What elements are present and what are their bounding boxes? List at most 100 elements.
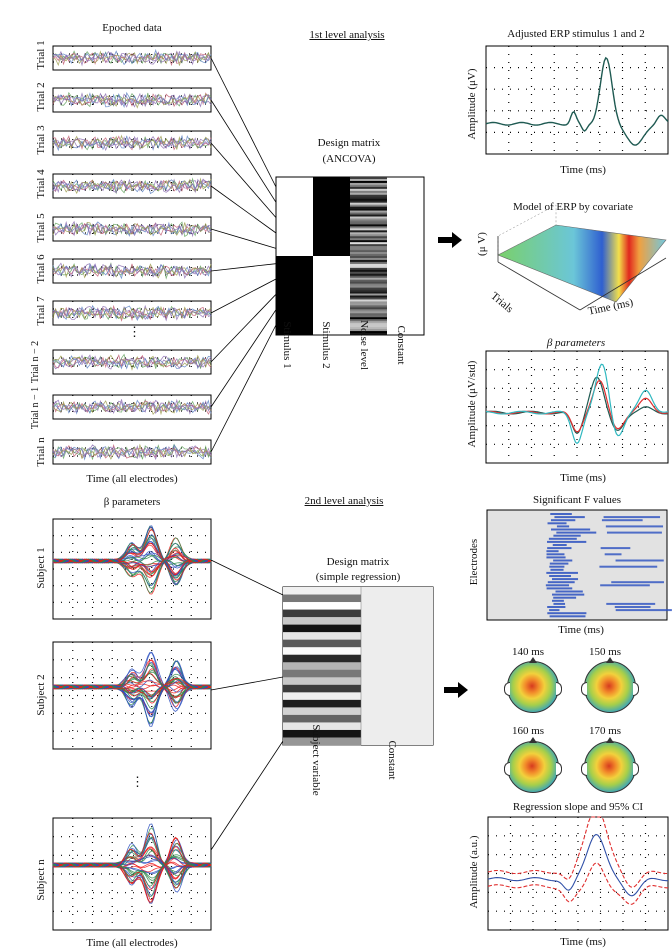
design-noise-level-row <box>350 271 387 275</box>
design-subject-variable-row <box>283 632 361 640</box>
topo-label-160: 160 ms <box>511 725 545 737</box>
fvals-band <box>549 565 565 568</box>
fvals-band <box>553 559 573 562</box>
arrow-top-shaft <box>438 237 452 243</box>
design-noise-level-row <box>350 177 387 180</box>
model-zlabel: (μ V) <box>476 232 488 256</box>
fvals-band <box>547 581 575 584</box>
regression-ci-lower <box>487 862 668 905</box>
trial-7-trace <box>52 305 212 320</box>
design-noise-level-row <box>350 230 387 233</box>
design-noise-level-row <box>350 202 387 205</box>
beta-line-dark <box>485 376 669 435</box>
design-subject-variable-row <box>283 722 361 731</box>
subject-n-trace <box>52 848 212 877</box>
design-noise-level-row <box>350 285 387 288</box>
design-noise-level-row <box>350 204 387 207</box>
trial-5-trace <box>52 221 212 238</box>
design-noise-level-row <box>350 321 387 324</box>
trial-4-trace <box>52 178 212 194</box>
trial-2-trace <box>52 91 212 109</box>
design-col-stimulus-1: Stimulus 1 <box>281 321 293 369</box>
design-noise-level-row <box>350 283 387 286</box>
trial-5-trace <box>52 221 212 237</box>
first-level-title: 1st level analysis <box>309 29 385 41</box>
design-noise-level-row <box>350 232 387 235</box>
design-noise-level-row <box>350 248 387 251</box>
design-noise-level-row <box>350 178 387 182</box>
fvals-band <box>547 522 567 525</box>
subject-n-trace <box>52 832 212 889</box>
trial-label-6: Trial 6 <box>35 254 47 284</box>
design-noise-level-row <box>350 331 387 334</box>
design-noise-level-row <box>350 238 387 241</box>
design-noise-level-row <box>350 329 387 332</box>
model-title: Model of ERP by covariate <box>513 201 633 213</box>
trial-7-trace <box>52 305 212 322</box>
design-col-stimulus-2: Stimulus 2 <box>320 321 332 369</box>
design-noise-level-row <box>350 263 387 267</box>
beta-top-plot-frame <box>485 350 669 464</box>
fvals-band <box>549 609 560 612</box>
design-noise-level-row <box>350 252 387 255</box>
subject-label-2: Subject 2 <box>35 674 47 716</box>
trial-connector-line <box>210 324 277 453</box>
erp-title: Adjusted ERP stimulus 1 and 2 <box>507 28 645 40</box>
topo-label-150: 150 ms <box>588 646 622 658</box>
design-noise-level-row <box>350 212 387 215</box>
design-noise-level-row <box>350 269 387 273</box>
model-surface <box>497 224 667 303</box>
fvals-band <box>554 516 585 519</box>
beta-ylabel: Amplitude (μV/std) <box>466 360 478 448</box>
design-noise-level-row <box>350 257 387 261</box>
fvals-ylabel: Electrodes <box>468 538 480 586</box>
design-noise-level-row <box>350 309 387 312</box>
trial-connector-line <box>210 294 277 363</box>
design-subject-variable-row <box>283 692 361 701</box>
bottom-beta-title: β parameters <box>103 496 161 508</box>
trial-4-trace <box>52 177 212 195</box>
fvals-band <box>550 519 576 522</box>
subject-2-trace <box>52 672 212 699</box>
fvals-band <box>550 513 572 515</box>
subject-n-plot-grid <box>53 818 211 930</box>
trials-ellipsis: ⋮ <box>128 324 141 339</box>
subject-n-plot-frame <box>52 817 212 931</box>
trial-8-trace <box>52 355 212 370</box>
design-subject-variable-row <box>283 707 361 716</box>
fvals-band <box>553 602 566 605</box>
model-x-axis <box>497 261 581 311</box>
bottom-xlabel: Time (all electrodes) <box>86 937 178 949</box>
design-noise-level-row <box>350 182 387 186</box>
fvals-band <box>615 609 672 612</box>
trial-label-n-2: Trial n − 2 <box>30 340 41 384</box>
fvals-band <box>547 606 566 608</box>
design-subject-variable-row <box>283 669 361 678</box>
trial-connector-line <box>210 99 277 203</box>
trial-label-n: Trial n <box>35 437 47 467</box>
design-noise-level-row <box>350 289 387 292</box>
arrow-bottom-shaft <box>444 687 458 693</box>
fvals-frame <box>486 509 668 621</box>
trial-8-trace <box>52 354 212 370</box>
trial-connector-line <box>210 309 277 408</box>
design-noise-level-row <box>350 295 387 298</box>
erp-ylabel: Amplitude (μV) <box>466 68 478 140</box>
erp-line <box>485 56 669 146</box>
epoched-xlabel: Time (all electrodes) <box>86 473 178 485</box>
fvals-band <box>551 578 579 581</box>
design-noise-level-row <box>350 198 387 201</box>
fvals-band <box>546 556 566 559</box>
trial-10-trace <box>52 444 212 461</box>
regression-ylabel: Amplitude (a.u.) <box>468 835 480 909</box>
fvals-band <box>604 553 622 556</box>
fvals-band <box>546 550 559 553</box>
subject-1-trace <box>52 554 212 566</box>
trial-3-trace <box>52 134 212 152</box>
beta-line-cyan <box>485 363 669 445</box>
regression-title: Regression slope and 95% CI <box>512 801 644 813</box>
erp-plot-grid <box>486 46 668 154</box>
design-noise-level-row <box>350 301 387 304</box>
epoched-title: Epoched data <box>102 22 162 34</box>
beta-top-plot-grid <box>486 351 668 463</box>
